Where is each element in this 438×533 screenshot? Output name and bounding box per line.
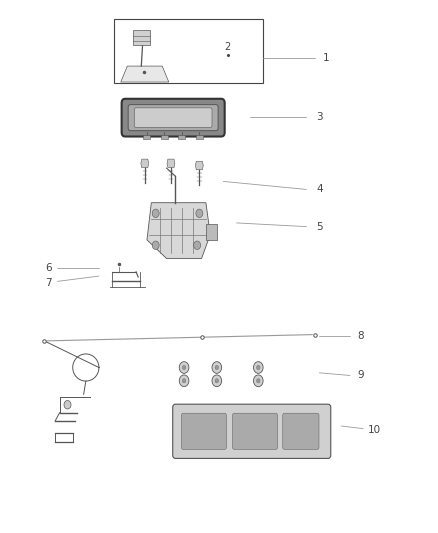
Circle shape xyxy=(152,209,159,217)
Circle shape xyxy=(194,241,201,249)
Polygon shape xyxy=(195,161,203,169)
Polygon shape xyxy=(121,66,169,82)
FancyBboxPatch shape xyxy=(128,104,218,131)
FancyBboxPatch shape xyxy=(283,413,319,449)
FancyBboxPatch shape xyxy=(134,108,212,127)
FancyBboxPatch shape xyxy=(233,413,278,449)
Bar xyxy=(144,135,150,139)
Circle shape xyxy=(257,366,260,369)
Text: 9: 9 xyxy=(357,370,364,381)
Bar xyxy=(114,19,263,83)
Text: 5: 5 xyxy=(316,222,323,232)
Text: 6: 6 xyxy=(46,263,52,272)
FancyBboxPatch shape xyxy=(181,413,226,449)
Circle shape xyxy=(182,366,186,369)
FancyBboxPatch shape xyxy=(173,404,331,458)
Bar xyxy=(178,135,185,139)
Text: 3: 3 xyxy=(316,111,323,122)
Circle shape xyxy=(257,378,260,383)
Text: 8: 8 xyxy=(357,330,364,341)
Circle shape xyxy=(212,375,222,386)
Circle shape xyxy=(215,378,219,383)
Circle shape xyxy=(254,362,263,373)
Text: 4: 4 xyxy=(316,184,323,195)
Bar xyxy=(161,135,168,139)
Text: 10: 10 xyxy=(367,425,381,435)
Polygon shape xyxy=(141,159,149,167)
Circle shape xyxy=(179,362,189,373)
Circle shape xyxy=(64,400,71,409)
Polygon shape xyxy=(133,30,150,45)
Text: 7: 7 xyxy=(46,278,52,288)
Bar xyxy=(196,135,203,139)
FancyBboxPatch shape xyxy=(122,99,225,136)
Circle shape xyxy=(215,366,219,369)
Circle shape xyxy=(196,209,203,217)
Circle shape xyxy=(212,362,222,373)
Circle shape xyxy=(179,375,189,386)
Text: 2: 2 xyxy=(225,42,231,52)
Text: 1: 1 xyxy=(323,53,329,63)
Polygon shape xyxy=(147,203,210,259)
Circle shape xyxy=(152,241,159,249)
Bar xyxy=(206,224,217,240)
Polygon shape xyxy=(167,159,175,167)
Circle shape xyxy=(182,378,186,383)
Circle shape xyxy=(254,375,263,386)
